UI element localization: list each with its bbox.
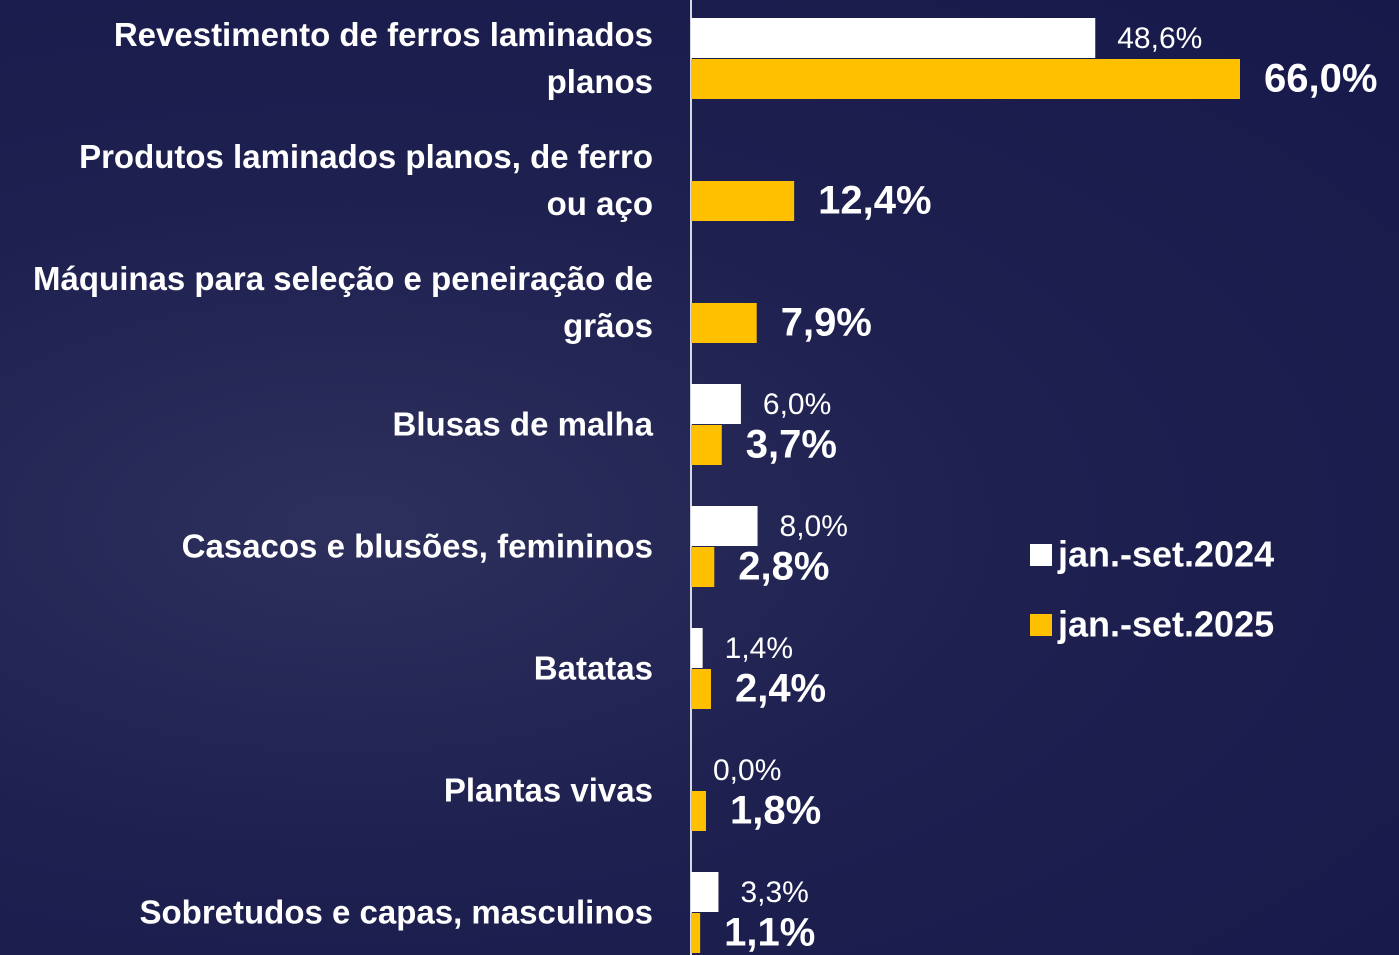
bar (691, 791, 706, 831)
bar (691, 18, 1095, 58)
value-label: 12,4% (818, 179, 931, 223)
legend-label: jan.-set.2025 (1057, 604, 1274, 645)
value-label: 3,7% (746, 423, 837, 467)
value-label: 8,0% (780, 510, 848, 543)
value-label: 0,0% (713, 754, 781, 787)
value-label: 48,6% (1117, 22, 1202, 55)
bar (691, 425, 722, 465)
value-label: 7,9% (781, 301, 872, 345)
chart: 48,6% 66,0% 12,4% 7,9% 6,0%3,7% 8,0%2,8% 1,4%2… (0, 0, 1399, 955)
value-label: 2,8% (738, 545, 829, 589)
bar (691, 59, 1240, 99)
bar (691, 669, 711, 709)
bar (691, 872, 718, 912)
legend-label: jan.-set.2024 (1057, 534, 1274, 575)
value-label: 1,1% (724, 911, 815, 955)
legend-swatch (1030, 544, 1052, 566)
legend-swatch (1030, 614, 1052, 636)
value-label: 6,0% (763, 388, 831, 421)
bar (691, 628, 703, 668)
bar (691, 181, 794, 221)
bar (691, 913, 700, 953)
value-label: 66,0% (1264, 57, 1377, 101)
bar (691, 384, 741, 424)
bar (691, 506, 758, 546)
value-label: 3,3% (740, 876, 808, 909)
bar (691, 303, 757, 343)
value-label: 1,4% (725, 632, 793, 665)
value-label: 2,4% (735, 667, 826, 711)
value-label: 1,8% (730, 789, 821, 833)
bar (691, 547, 714, 587)
page: Revestimento de ferros laminados planosP… (0, 0, 1399, 955)
